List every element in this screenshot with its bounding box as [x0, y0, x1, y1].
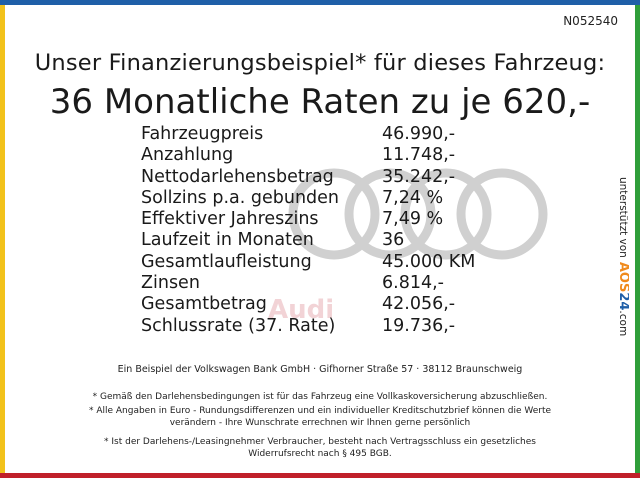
footnote-withdrawal: * Ist der Darlehens-/Leasingnehmer Verbr…: [30, 436, 610, 460]
credit-brand-b: 24: [616, 292, 629, 310]
bank-line: Ein Beispiel der Volkswagen Bank GmbH · …: [117, 364, 523, 375]
finance-value: 35.242,-: [382, 166, 456, 187]
logo-ring: [344, 168, 436, 260]
offer-id: N052540: [563, 14, 618, 28]
audi-rings-icon: [288, 168, 548, 260]
finance-value: 6.814,-: [382, 273, 444, 294]
finance-label: Gesamtlaufleistung: [141, 251, 312, 272]
footnote-amounts: * Alle Angaben in Euro - Rundungsdiffere…: [30, 405, 610, 429]
frame-right-bar: [635, 5, 640, 473]
finance-label: Nettodarlehensbetrag: [141, 166, 334, 187]
frame-top-bar: [0, 0, 640, 5]
offer-subtitle: Unser Finanzierungsbeispiel* für dieses …: [34, 50, 606, 76]
footnote-line: * Alle Angaben in Euro - Rundungsdiffere…: [88, 406, 552, 416]
credit-suffix: .com: [617, 310, 629, 336]
finance-value: 36: [382, 230, 405, 251]
offer-headline: 36 Monatliche Raten zu je 620,-: [49, 82, 591, 122]
finance-label: Anzahlung: [141, 145, 234, 166]
footnote-line: verändern - Ihre Wunschrate errechnen wi…: [169, 418, 471, 428]
finance-value: 42.056,-: [382, 294, 456, 315]
finance-value: 46.990,-: [382, 124, 456, 144]
finance-label: Effektiver Jahreszins: [141, 209, 319, 230]
finance-value: 45.000 KM: [382, 251, 476, 272]
finance-value: 19.736,-: [382, 315, 456, 336]
footnote-insurance: * Gemäß den Darlehensbedingungen ist für…: [92, 392, 548, 402]
frame-left-bar: [0, 5, 5, 473]
finance-value: 7,24 %: [382, 187, 444, 208]
logo-ring: [456, 168, 548, 260]
credit-brand-a: AOS: [616, 262, 629, 292]
finance-label: Gesamtbetrag: [141, 294, 267, 315]
footnote-line: Widerrufsrecht nach § 495 BGB.: [248, 449, 392, 459]
finance-label: Zinsen: [141, 273, 200, 294]
frame-bottom-bar: [0, 473, 640, 478]
credit-text: unterstützt von AOS24.com: [616, 177, 629, 336]
finance-label: Schlussrate (37. Rate): [141, 315, 336, 336]
supported-by-credit: unterstützt von AOS24.com: [616, 177, 629, 336]
finance-label: Fahrzeugpreis: [141, 124, 264, 144]
logo-ring: [400, 168, 492, 260]
brand-watermark-text: Audi: [268, 295, 334, 325]
finance-label: Sollzins p.a. gebunden: [141, 187, 340, 208]
footnote-line: * Ist der Darlehens-/Leasingnehmer Verbr…: [104, 437, 536, 447]
credit-prefix: unterstützt von: [617, 177, 629, 258]
finance-value: 11.748,-: [382, 145, 456, 166]
logo-ring: [288, 168, 380, 260]
finance-value: 7,49 %: [382, 209, 444, 230]
finance-label: Laufzeit in Monaten: [141, 230, 314, 251]
